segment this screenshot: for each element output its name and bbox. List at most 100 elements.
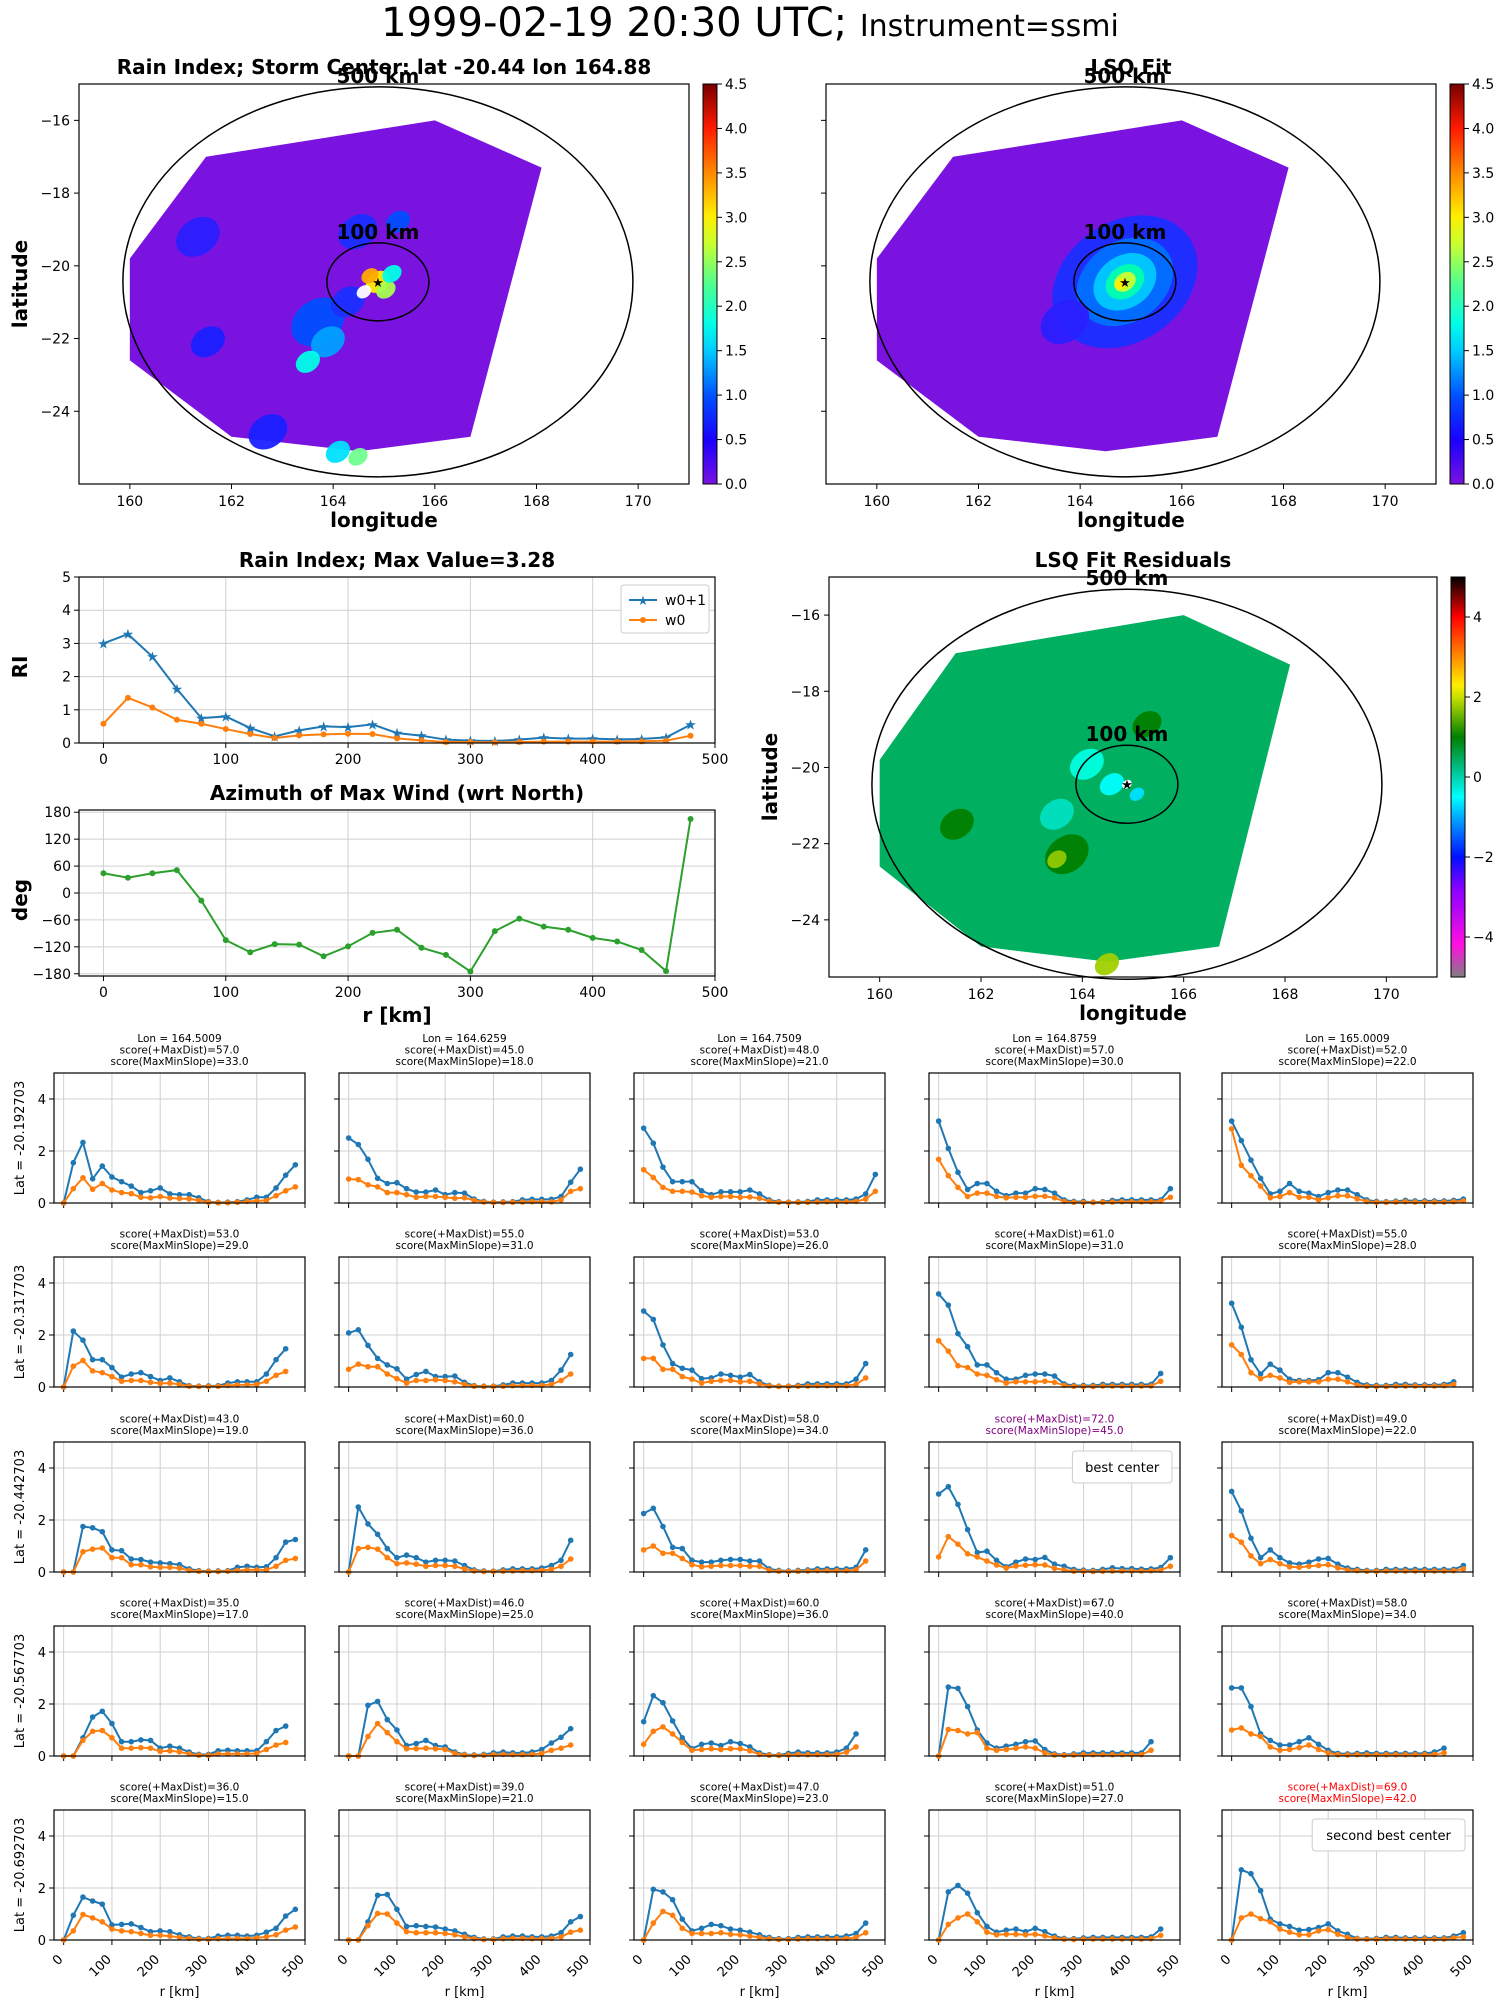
x-tick-label: 168: [1270, 494, 1297, 510]
data-point: [843, 1745, 850, 1751]
data-point: [862, 1929, 869, 1936]
data-pixel-cluster: [1132, 710, 1162, 738]
data-point: [1022, 1190, 1029, 1196]
lsq-fit-map-colorbar: 0.0 0.5 1.0 1.5 2.0 2.5 3.0 3.5 4.0 4.5: [1449, 77, 1494, 493]
data-point: [650, 1543, 657, 1549]
data-point: [718, 1929, 724, 1936]
data-point: [1119, 1751, 1125, 1758]
data-point: [1412, 1568, 1418, 1574]
data-point: [984, 1923, 990, 1930]
data-point: [747, 1187, 753, 1193]
data-point: [365, 1733, 371, 1740]
x-axis-label: r [km]: [362, 1003, 431, 1027]
axes-frame: [78, 809, 716, 977]
data-point: [1373, 1751, 1380, 1758]
data-point: [147, 1373, 154, 1380]
data-point: [167, 1564, 173, 1571]
series-line-w0p1: [62, 1329, 287, 1388]
data-point: [795, 1383, 801, 1390]
data-point: [365, 1702, 371, 1709]
data-point: [727, 1556, 734, 1563]
data-point: [1392, 1383, 1399, 1389]
axes-frame: [633, 1256, 886, 1388]
annotation-box: [1071, 1450, 1173, 1484]
data-point: [718, 1742, 724, 1749]
data-point: [519, 1199, 526, 1205]
data-point: [964, 1186, 971, 1193]
data-point: [1364, 1383, 1370, 1390]
data-point-star: ★: [342, 720, 355, 736]
score-maxminslope: score(MaxMinSlope)=40.0: [985, 1609, 1123, 1621]
data-point: [1431, 1383, 1438, 1389]
panel-title: Azimuth of Max Wind (wrt North): [210, 781, 584, 805]
data-point: [273, 1727, 279, 1734]
axes-frame: [928, 1809, 1181, 1941]
data-point: [394, 1727, 400, 1733]
data-point: [282, 1345, 289, 1352]
axes-frame: [633, 1809, 886, 1941]
data-point: [247, 731, 254, 738]
data-point: [993, 1376, 1000, 1383]
score-maxminslope: score(MaxMinSlope)=34.0: [690, 1425, 828, 1437]
data-point: [355, 1545, 362, 1552]
data-point: [1354, 1191, 1360, 1198]
data-point: [296, 941, 303, 948]
series-line-w0p1: [1230, 1302, 1454, 1387]
data-point: [413, 1745, 420, 1752]
x-tick-label: 162: [965, 494, 992, 510]
data-point: [1148, 1935, 1154, 1942]
y-tick-label: −20: [790, 760, 820, 776]
data-point: [935, 1118, 942, 1124]
data-point: [660, 1889, 666, 1895]
data-point: [747, 1933, 753, 1939]
data-point: [650, 1728, 657, 1735]
data-point: [1441, 1936, 1447, 1942]
data-point: [577, 1185, 584, 1192]
data-point: [355, 1327, 362, 1333]
data-point: [292, 1536, 299, 1543]
score-maxminslope: score(MaxMinSlope)=19.0: [110, 1425, 248, 1437]
score-maxdist: score(+MaxDist)=47.0: [700, 1782, 820, 1794]
y-tick-label: 4: [38, 1462, 46, 1477]
data-point: [452, 1928, 458, 1934]
data-point: [814, 1382, 821, 1389]
data-point: [1022, 1744, 1029, 1750]
data-point: [109, 1187, 115, 1193]
data-point: [167, 1933, 173, 1939]
data-point: [804, 1568, 811, 1574]
data-point: [548, 1747, 555, 1754]
y-axis-label: RI: [8, 656, 32, 679]
data-point: [500, 1568, 506, 1575]
data-point: [1022, 1738, 1029, 1745]
data-point: [1022, 1562, 1029, 1569]
x-tick-label: 166: [1168, 494, 1195, 510]
swath-area: [879, 615, 1291, 962]
data-point: [519, 1751, 526, 1758]
data-point: [718, 1557, 724, 1564]
score-maxminslope: score(MaxMinSlope)=27.0: [985, 1793, 1123, 1805]
candidate-panel-r4-c3: score(+MaxDist)=60.0score(MaxMinSlope)=3…: [629, 1598, 886, 1761]
colorbar-tick-label: 1.0: [725, 388, 747, 404]
data-point: [727, 1377, 734, 1384]
series-line-w0p1: [347, 1503, 572, 1573]
y-tick-label: 60: [53, 859, 71, 875]
data-point: [1061, 1752, 1067, 1759]
data-point: [452, 1379, 458, 1385]
data-point: [558, 1377, 564, 1384]
data-point: [442, 1373, 448, 1380]
x-tick-label: 170: [1372, 494, 1399, 510]
axes-frame: [633, 1441, 886, 1573]
x-tick-label: 160: [863, 494, 890, 510]
data-point: [814, 1567, 821, 1574]
score-maxminslope: score(MaxMinSlope)=21.0: [395, 1793, 533, 1805]
data-point: [1344, 1379, 1351, 1385]
data-pixel-cluster: [1129, 787, 1145, 801]
data-point: [128, 1928, 135, 1935]
data-point: [727, 1931, 734, 1938]
data-point: [173, 867, 180, 874]
data-point: [467, 968, 474, 975]
series-line-w0p1: [1230, 1490, 1464, 1572]
colorbar-tick-label: 2.5: [1472, 255, 1494, 271]
data-point: [1267, 1744, 1274, 1750]
data-point: [1228, 1118, 1235, 1124]
